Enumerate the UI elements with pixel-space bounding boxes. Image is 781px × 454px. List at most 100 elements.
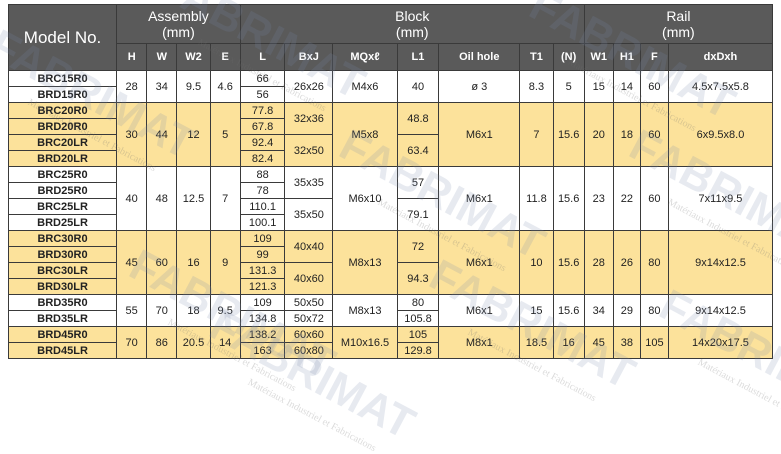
rail-h1-cell: 14 (612, 70, 641, 103)
block-l-cell: 92.4 (239, 134, 286, 151)
rail-f-cell: 60 (639, 166, 669, 231)
oil-hole-cell: M6x1 (438, 294, 521, 327)
assembly-w-cell: 44 (146, 102, 178, 167)
column-header: (N) (552, 43, 585, 71)
block-t1-cell: 15 (519, 294, 554, 327)
assembly-e-cell: 4.6 (209, 70, 241, 103)
block-t1-cell: 8.3 (519, 70, 554, 103)
rail-w1-cell: 15 (583, 70, 614, 103)
rail-f-cell: 60 (639, 102, 669, 167)
table-row: BRD45R0 70 86 20.5 14 138.2 60x60 M10x16.5 105 M8… (7, 326, 774, 359)
block-l-cell: 66 (239, 70, 286, 87)
block-bxj-cell: 32x36 (284, 102, 334, 135)
oil-hole-cell: M6x1 (438, 102, 521, 167)
model-number-cell: BRC30R0 (7, 230, 118, 247)
table-row: BRC15R0 28 34 9.5 4.6 66 26x26 M4x6 40 ø 3 8.3 5 15 1… (7, 70, 774, 103)
assembly-h-cell: 70 (116, 326, 148, 359)
model-number-cell: BRD25LR (7, 214, 118, 231)
table-row: BRD25R0 78 (7, 182, 773, 199)
assembly-w2-cell: 20.5 (176, 326, 211, 359)
rail-f-cell: 80 (639, 230, 669, 295)
block-n-cell: 15.6 (552, 230, 585, 295)
block-bxj-cell: 35x50 (284, 198, 334, 231)
block-l1-cell: 72 (396, 230, 440, 263)
oil-hole-cell: M6x1 (438, 166, 521, 231)
table-row: BRD45LR 163 60x80 129.8 (7, 342, 773, 359)
rail-h1-cell: 29 (612, 294, 641, 327)
column-header: Oil hole (438, 43, 521, 71)
rail-dxdxh-cell: 14x20x17.5 (667, 326, 774, 359)
column-header: MQxℓ (332, 43, 398, 71)
block-l-cell: 121.3 (239, 278, 286, 295)
model-number-cell: BRD25R0 (7, 182, 118, 199)
assembly-e-cell: 14 (209, 326, 241, 359)
block-n-cell: 15.6 (552, 294, 585, 327)
block-l-cell: 134.8 (239, 310, 286, 327)
block-bxj-cell: 50x50 (284, 294, 334, 311)
rail-w1-cell: 45 (583, 326, 614, 359)
table-row: BRC30R0 45 60 16 9 109 40x40 M8x13 72 M6x1 10 15.6 2… (7, 230, 774, 295)
assembly-w2-cell: 12 (176, 102, 211, 167)
block-n-cell: 15.6 (552, 102, 585, 167)
block-l1-cell: 40 (396, 70, 440, 103)
model-header: Model No. (7, 4, 118, 71)
block-l-cell: 82.4 (239, 150, 286, 167)
block-l1-cell: 57 (396, 166, 440, 199)
model-number-cell: BRD35R0 (7, 294, 118, 311)
block-l-cell: 56 (239, 86, 286, 103)
table-row: BRC20LR 92.4 32x50 63.4 (7, 134, 773, 167)
column-header: L (239, 43, 286, 71)
block-t1-cell: 18.5 (519, 326, 554, 359)
rail-f-cell: 105 (639, 326, 669, 359)
column-header: BxJ (284, 43, 334, 71)
table-row: BRD30LR 121.3 (7, 278, 773, 295)
model-number-cell: BRC25R0 (7, 166, 118, 183)
block-bxj-cell: 35x35 (284, 166, 334, 199)
rail-h1-cell: 26 (612, 230, 641, 295)
block-l1-cell: 80 (396, 294, 440, 311)
block-bxj-cell: 60x80 (284, 342, 334, 359)
watermark-tagline: Matériaux Industriel et Fabrications (245, 376, 378, 454)
block-l1-cell: 48.8 (396, 102, 440, 135)
block-n-cell: 16 (552, 326, 585, 359)
assembly-h-cell: 55 (116, 294, 148, 327)
block-l-cell: 109 (239, 230, 286, 247)
column-header: T1 (519, 43, 554, 71)
assembly-e-cell: 9 (209, 230, 241, 295)
block-l-cell: 110.1 (239, 198, 286, 215)
assembly-h-cell: 30 (116, 102, 148, 167)
model-number-cell: BRD30R0 (7, 246, 118, 263)
model-number-cell: BRD35LR (7, 310, 118, 327)
table-row: BRD25LR 100.1 (7, 214, 773, 231)
block-l-cell: 100.1 (239, 214, 286, 231)
model-number-cell: BRD15R0 (7, 86, 118, 103)
model-number-cell: BRC25LR (7, 198, 118, 215)
model-number-cell: BRC20LR (7, 134, 118, 151)
rail-header: Rail (mm) (583, 4, 774, 44)
block-l1-cell: 63.4 (396, 134, 440, 167)
rail-w1-cell: 28 (583, 230, 614, 295)
oil-hole-cell: M6x1 (438, 230, 521, 295)
column-header: H (116, 43, 148, 71)
assembly-w-cell: 60 (146, 230, 178, 295)
assembly-e-cell: 9.5 (209, 294, 241, 327)
assembly-e-cell: 5 (209, 102, 241, 167)
column-header: F (639, 43, 669, 71)
model-number-cell: BRD30LR (7, 278, 118, 295)
rail-dxdxh-cell: 9x14x12.5 (667, 230, 774, 295)
block-mq-cell: M6x10 (332, 166, 398, 231)
rail-f-cell: 60 (639, 70, 669, 103)
table-row: BRD35LR 134.8 50x72 105.8 (7, 310, 773, 327)
column-header: E (209, 43, 241, 71)
block-t1-cell: 10 (519, 230, 554, 295)
table-row: BRD15R0 56 (7, 86, 773, 103)
assembly-w2-cell: 16 (176, 230, 211, 295)
table-row: BRD20R0 67.8 (7, 118, 773, 135)
rail-h1-cell: 18 (612, 102, 641, 167)
block-l1-cell: 94.3 (396, 262, 440, 295)
block-l1-cell: 105 (396, 326, 440, 343)
rail-w1-cell: 23 (583, 166, 614, 231)
model-number-cell: BRD45R0 (7, 326, 118, 343)
model-number-cell: BRC30LR (7, 262, 118, 279)
column-header: W (146, 43, 178, 71)
